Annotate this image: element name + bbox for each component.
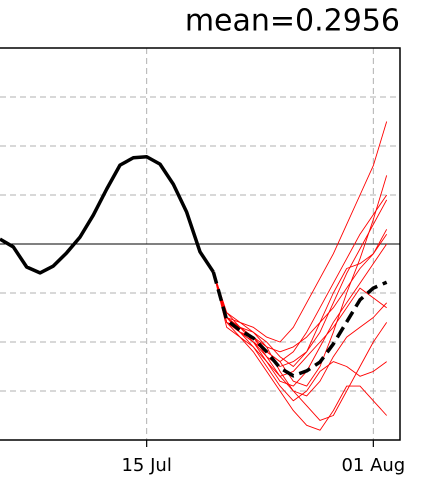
series-line [212, 121, 388, 343]
series-line [212, 199, 388, 367]
series-line [211, 271, 388, 378]
series-line [212, 243, 388, 387]
x-tick-label: 01 Aug [341, 455, 405, 476]
series-line [212, 271, 388, 421]
series-line [212, 175, 388, 387]
series-line [212, 271, 387, 402]
series-line [0, 155, 215, 275]
x-tick-label: 15 Jul [121, 455, 171, 476]
series-line [212, 233, 388, 353]
plot-frame [0, 47, 401, 441]
chart-title: mean=0.2956 [185, 4, 400, 39]
series-line [212, 271, 387, 377]
series-line [212, 271, 388, 397]
series-line [212, 271, 388, 431]
